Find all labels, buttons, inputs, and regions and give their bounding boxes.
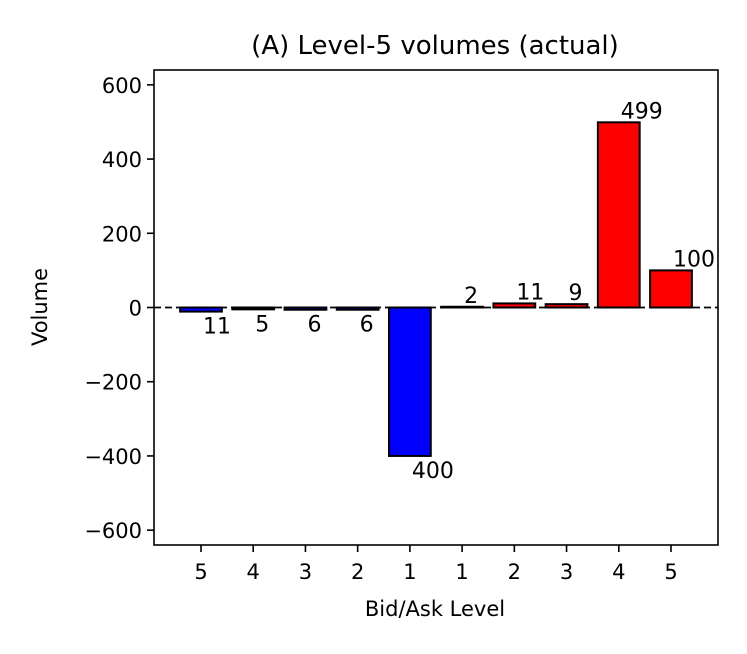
y-tick-label: −400 bbox=[84, 445, 142, 469]
data-label: 6 bbox=[307, 313, 321, 338]
y-tick-label: 600 bbox=[102, 74, 142, 98]
x-tick-label: 2 bbox=[508, 560, 521, 584]
bar bbox=[492, 302, 537, 309]
bar bbox=[388, 306, 432, 457]
chart-title: (A) Level-5 volumes (actual) bbox=[251, 31, 619, 61]
x-tick-label: 1 bbox=[403, 560, 416, 584]
bar bbox=[283, 306, 328, 311]
y-axis-label: Volume bbox=[28, 268, 52, 346]
data-label: 2 bbox=[464, 284, 478, 309]
y-tick-label: 200 bbox=[102, 222, 142, 246]
data-label: 9 bbox=[569, 281, 583, 306]
plot-area: 11 5 6 6 400 2 11 9 499 100 bbox=[154, 99, 718, 484]
data-label: 100 bbox=[673, 247, 715, 272]
data-label: 5 bbox=[255, 312, 269, 337]
x-tick-label: 4 bbox=[612, 560, 625, 584]
y-tick-label: −200 bbox=[84, 371, 142, 395]
x-tick-label: 3 bbox=[299, 560, 312, 584]
x-tick-label: 2 bbox=[351, 560, 364, 584]
x-tick-label: 3 bbox=[560, 560, 573, 584]
x-tick-label: 1 bbox=[455, 560, 468, 584]
data-label: 499 bbox=[621, 99, 663, 124]
y-tick-label: 400 bbox=[102, 148, 142, 172]
x-tick-label: 5 bbox=[194, 560, 207, 584]
x-tick-label: 5 bbox=[664, 560, 677, 584]
x-axis-label: Bid/Ask Level bbox=[365, 597, 505, 621]
bar bbox=[649, 269, 693, 309]
y-tick-label: 0 bbox=[129, 297, 142, 321]
y-tick-label: −600 bbox=[84, 519, 142, 543]
data-label: 6 bbox=[360, 313, 374, 338]
x-tick-label: 4 bbox=[247, 560, 260, 584]
data-label: 11 bbox=[516, 280, 544, 305]
bar bbox=[596, 121, 641, 309]
data-label: 400 bbox=[412, 459, 454, 484]
data-label: 11 bbox=[203, 315, 231, 340]
